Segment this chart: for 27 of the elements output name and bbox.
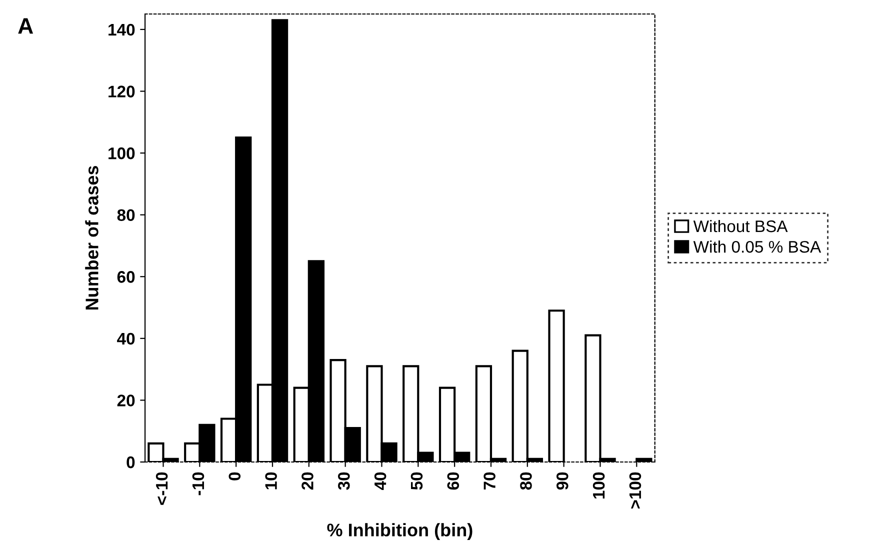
x-tick-label: -10 [192, 472, 204, 496]
x-tick-label: 50 [410, 472, 423, 490]
y-tick-label: 80 [117, 209, 135, 222]
y-tick-label: 60 [117, 271, 135, 283]
x-tick-label: 90 [556, 472, 568, 490]
x-tick-label: 70 [484, 472, 496, 490]
x-tick-label: 40 [374, 472, 386, 490]
y-axis-title: Number of cases [85, 166, 98, 310]
x-tick-label: <-10 [156, 472, 168, 505]
y-tick-label: 100 [108, 147, 135, 160]
x-tick-label: 10 [265, 472, 277, 490]
x-tick-label: 80 [520, 472, 532, 490]
x-tick-label: 30 [338, 472, 350, 490]
x-tick-label: >100 [629, 472, 642, 509]
y-tick-label: 40 [117, 332, 135, 345]
x-tick-label: 100 [592, 472, 605, 498]
y-tick-label: 120 [108, 86, 135, 98]
legend-label: With 0.05 % BSA [693, 240, 822, 253]
legend-label: Without BSA [693, 220, 788, 232]
text: A [18, 18, 34, 34]
x-tick-label: 20 [302, 472, 314, 490]
y-tick-label: 0 [126, 456, 135, 468]
x-axis-title: % Inhibition (bin) [327, 523, 472, 540]
y-tick-label: 20 [117, 394, 135, 406]
y-tick-label: 140 [108, 24, 135, 36]
x-tick-label: 0 [228, 472, 241, 480]
x-tick-label: 60 [447, 472, 460, 490]
